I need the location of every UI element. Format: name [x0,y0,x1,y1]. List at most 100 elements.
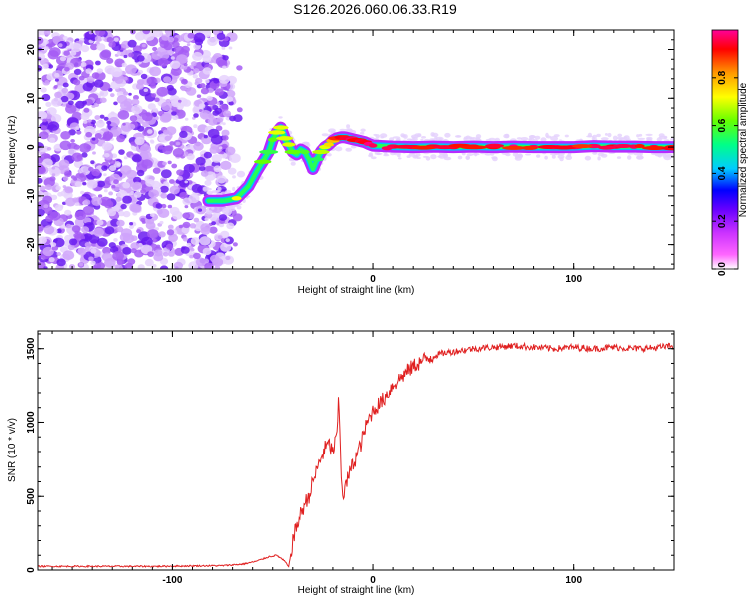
noise-blob [60,95,69,103]
noise-blob [225,255,231,261]
noise-blob [74,181,83,188]
halo-blob [350,145,357,149]
noise-blob [179,66,184,70]
ridge-hotspot [613,144,634,148]
noise-blob [96,68,104,74]
noise-blob [222,65,227,69]
halo-blob [463,136,469,139]
noise-blob [51,166,56,170]
halo-blob [505,152,511,157]
noise-blob [186,153,195,161]
y-tick-label: 20 [26,44,37,56]
noise-blob [166,84,174,91]
noise-blob [45,101,52,107]
noise-blob [176,103,184,110]
noise-blob [135,31,146,41]
noise-blob [38,236,47,244]
noise-blob [172,148,184,158]
noise-blob [158,145,164,150]
noise-blob [213,79,219,84]
halo-blob [645,133,653,136]
noise-blob [151,50,163,61]
halo-blob [591,136,595,141]
noise-blob [45,215,53,222]
noise-blob [88,256,94,262]
halo-blob [597,156,601,161]
halo-blob [327,153,332,157]
noise-blob [53,85,59,89]
noise-blob [64,209,72,216]
noise-blob [214,88,224,96]
noise-blob [169,179,175,184]
noise-blob [226,222,235,230]
noise-blob [130,203,142,213]
halo-blob [345,128,353,132]
noise-blob [128,52,135,58]
ridge-hotspot [268,130,286,135]
noise-blob [207,37,218,46]
noise-blob [167,224,174,230]
noise-blob [227,167,237,175]
halo-blob [421,136,426,139]
noise-blob [199,83,206,89]
noise-blob [120,203,127,210]
halo-blob [627,155,632,160]
halo-blob [346,124,351,129]
noise-blob [91,168,101,177]
noise-blob [132,154,142,163]
noise-blob [43,30,51,36]
noise-blob [59,140,72,151]
halo-blob [360,128,366,132]
noise-blob [73,68,82,75]
colorbar-tick-label: 0.8 [717,70,728,84]
noise-blob [132,181,142,190]
ridge-hotspot [485,143,505,148]
noise-blob [136,71,141,76]
noise-blob [130,141,136,146]
halo-blob [520,137,529,141]
noise-blob [190,61,197,67]
noise-blob [87,119,92,123]
noise-blob [152,264,157,268]
ridge-hotspot [537,145,557,149]
noise-blob [147,229,159,239]
halo-blob [549,153,558,156]
halo-blob [519,154,523,158]
noise-blob [93,79,104,88]
halo-blob [335,146,343,152]
noise-blob [186,43,191,47]
noise-blob [220,242,232,252]
noise-blob [170,56,175,60]
halo-blob [516,137,523,140]
ridge-hotspot [641,146,668,150]
noise-blob [63,50,70,56]
noise-blob [64,186,73,194]
halo-blob [389,137,395,142]
noise-blob [80,112,90,121]
noise-blob [120,165,132,175]
noise-blob [197,208,203,212]
colorbar-tick-label: 0.6 [717,118,728,132]
ridge-hotspot [309,157,324,162]
ridge-hotspot [276,136,294,141]
noise-blob [48,47,61,57]
noise-blob [168,233,179,242]
noise-blob [58,43,63,48]
noise-blob [59,56,67,62]
noise-blob [140,144,151,154]
x-tick-label: 100 [565,575,582,586]
y-tick-label: 1000 [26,411,37,434]
x-tick-label: -100 [162,575,182,586]
noise-blob [226,96,234,102]
halo-blob [545,135,552,139]
noise-blob [184,205,189,209]
noise-blob [165,98,171,103]
noise-blob [91,137,96,141]
noise-blob [56,258,66,267]
noise-blob [42,246,54,257]
halo-blob [534,135,541,140]
noise-blob [61,87,69,94]
